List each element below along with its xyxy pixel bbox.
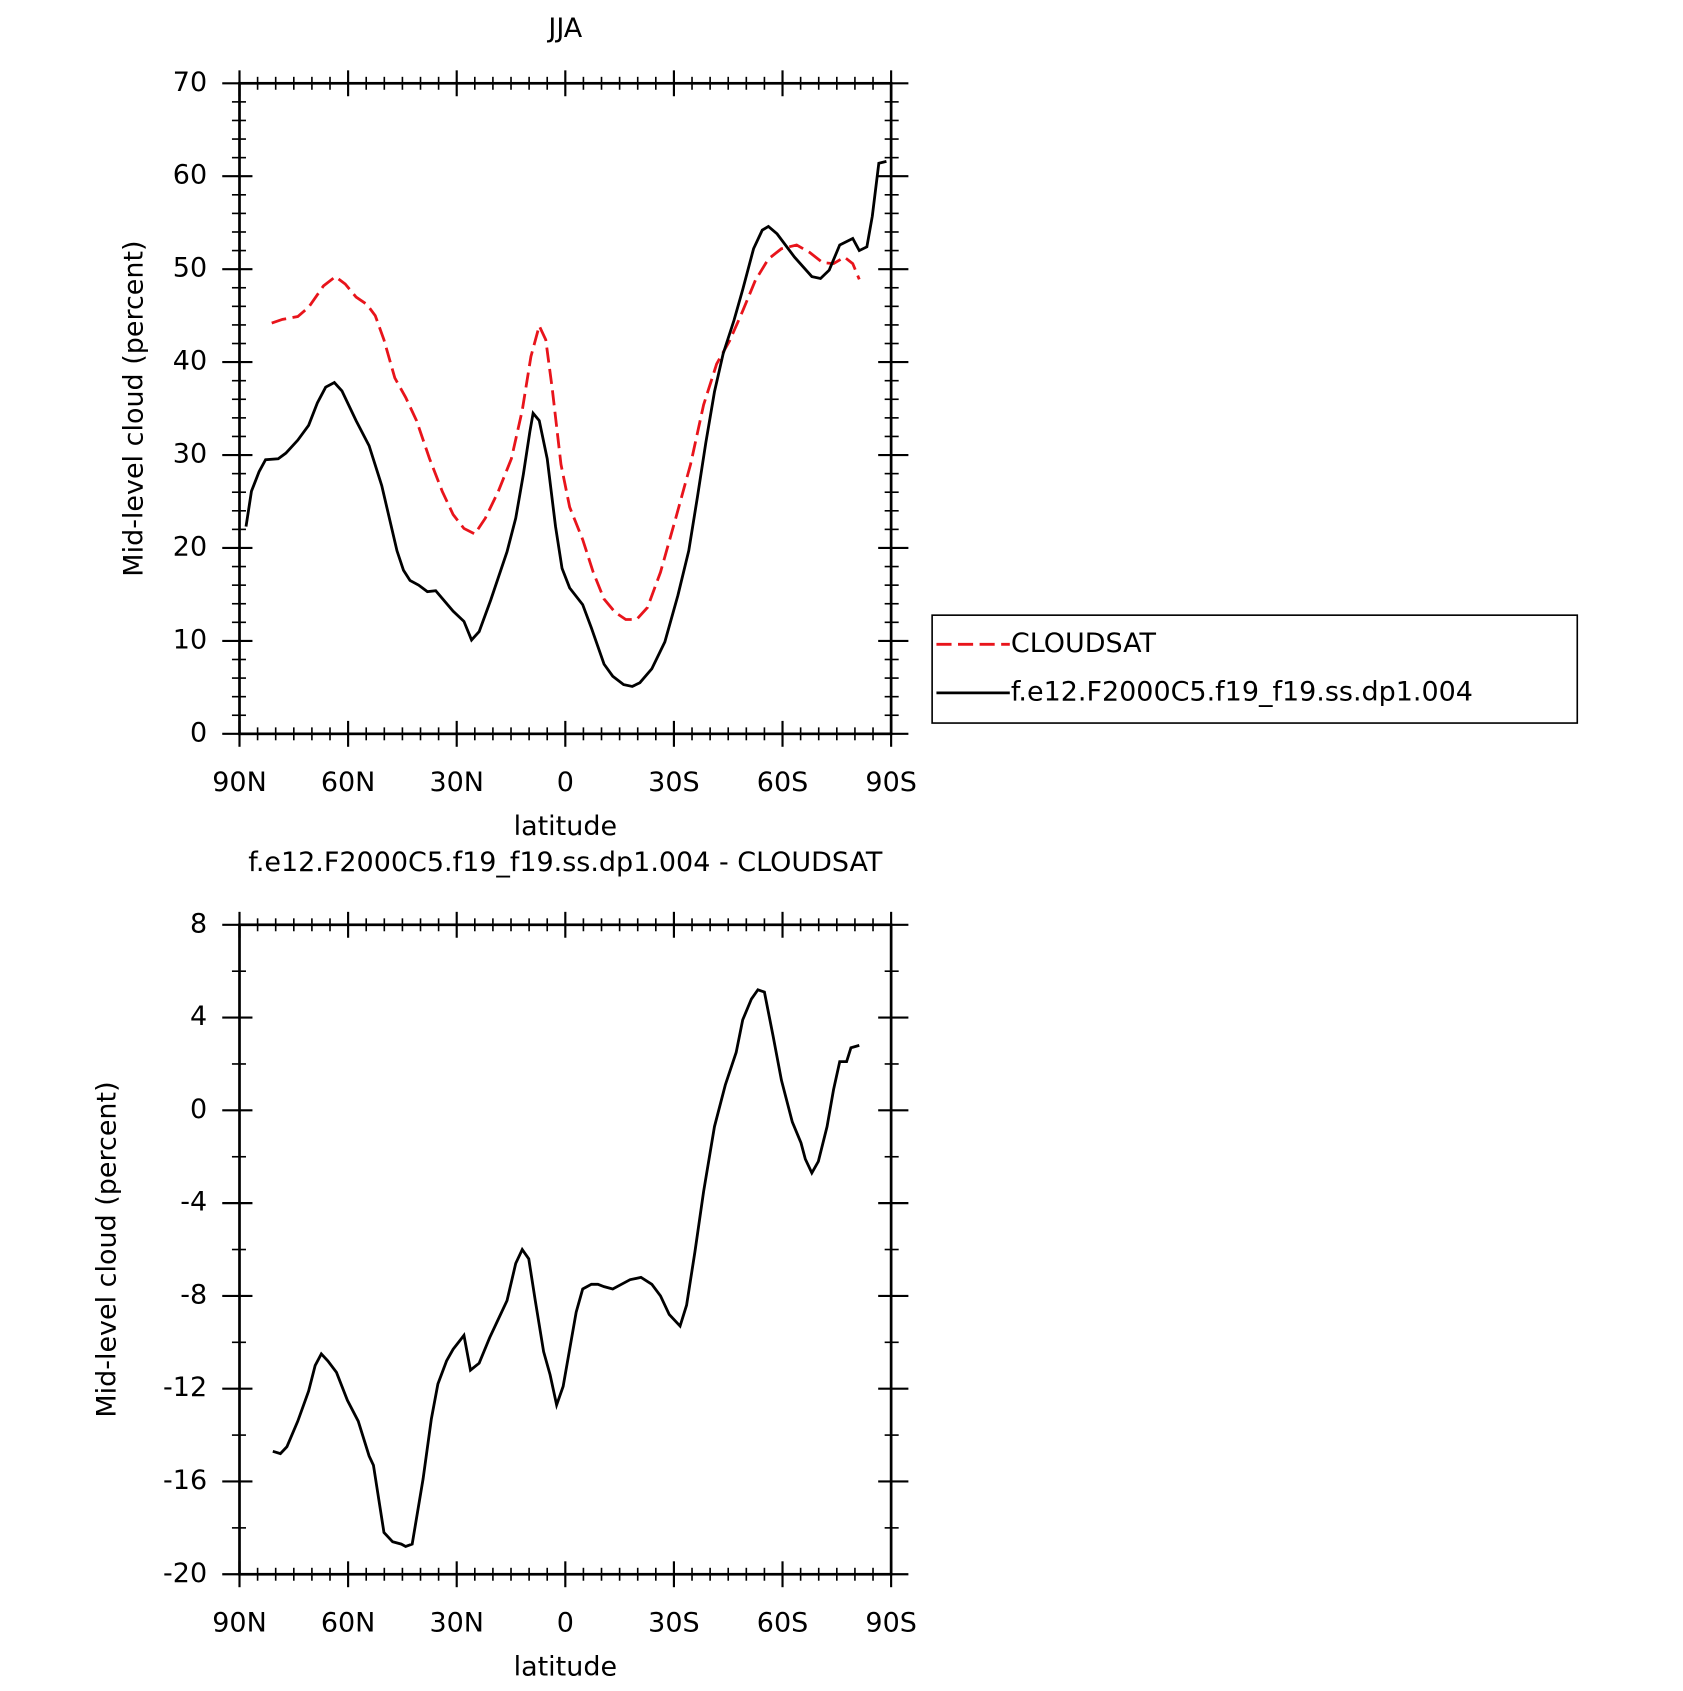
y-tick-label: 8 <box>190 908 207 939</box>
y-tick-label: 50 <box>173 253 207 284</box>
y-tick-label: -16 <box>163 1465 207 1496</box>
y-tick-label: -4 <box>180 1187 207 1218</box>
y-tick-label: 10 <box>173 624 207 655</box>
x-tick-label: 30S <box>648 767 699 798</box>
x-tick-label: 60S <box>757 767 808 798</box>
data-line <box>272 988 860 1548</box>
x-tick-label: 30N <box>429 767 484 798</box>
y-tick-label: -20 <box>163 1558 207 1589</box>
y-axis-label: Mid-level cloud (percent) <box>118 240 149 576</box>
y-tick-label: 0 <box>190 1094 207 1125</box>
x-axis-label: latitude <box>514 811 617 842</box>
x-tick-label: 60N <box>321 767 376 798</box>
legend-label: f.e12.F2000C5.f19_f19.ss.dp1.004 <box>1011 676 1473 707</box>
x-tick-label: 90S <box>865 1607 916 1638</box>
x-tick-label: 60N <box>321 1607 376 1638</box>
y-tick-label: -8 <box>180 1279 207 1310</box>
y-tick-label: 0 <box>190 717 207 748</box>
y-tick-label: 40 <box>173 346 207 377</box>
chart-title: f.e12.F2000C5.f19_f19.ss.dp1.004 - CLOUD… <box>248 847 883 878</box>
x-tick-label: 0 <box>557 767 574 798</box>
x-tick-label: 90S <box>865 767 916 798</box>
y-tick-label: 4 <box>190 1001 207 1032</box>
x-tick-label: 60S <box>757 1607 808 1638</box>
x-axis-label: latitude <box>514 1652 617 1683</box>
y-tick-label: 30 <box>173 439 207 470</box>
legend-label: CLOUDSAT <box>1011 628 1157 659</box>
y-tick-label: 70 <box>173 67 207 98</box>
x-tick-label: 90N <box>212 1607 267 1638</box>
y-tick-label: 60 <box>173 160 207 191</box>
data-line <box>244 159 887 688</box>
y-tick-label: 20 <box>173 531 207 562</box>
y-axis-label: Mid-level cloud (percent) <box>91 1081 122 1417</box>
chart-title: JJA <box>546 13 582 44</box>
x-tick-label: 30N <box>429 1607 484 1638</box>
plot-frame <box>238 923 893 1576</box>
x-tick-label: 0 <box>557 1607 574 1638</box>
y-tick-label: -12 <box>163 1372 207 1403</box>
legend-box <box>931 614 1579 724</box>
x-tick-label: 30S <box>648 1607 699 1638</box>
plot-frame <box>238 81 893 736</box>
x-tick-label: 90N <box>212 767 267 798</box>
data-line <box>271 243 861 621</box>
